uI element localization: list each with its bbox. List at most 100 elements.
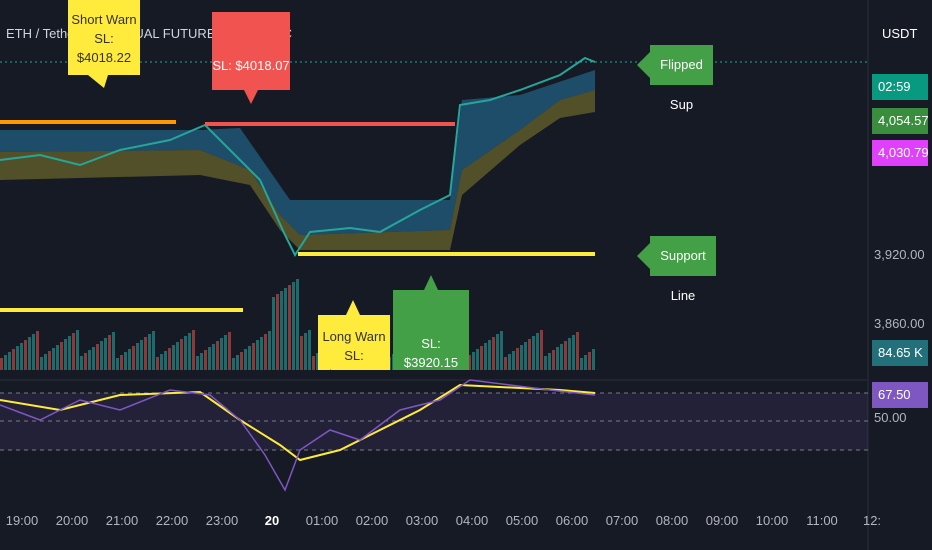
volume-bar	[244, 349, 247, 370]
time-tick: 20:00	[55, 513, 89, 528]
volume-bar	[104, 338, 107, 370]
volume-bar	[48, 351, 51, 370]
volume-bar	[64, 339, 67, 370]
time-tick: 01:00	[305, 513, 339, 528]
volume-bar	[36, 331, 39, 370]
volume-bar	[560, 344, 563, 370]
volume-bar	[480, 346, 483, 370]
volume-bar	[84, 353, 87, 370]
time-tick: 23:00	[205, 513, 239, 528]
volume-bar	[176, 342, 179, 370]
volume-bar	[192, 330, 195, 370]
volume-bar	[4, 355, 7, 370]
volume-bar	[584, 355, 587, 370]
volume-bar	[576, 332, 579, 370]
volume-bar	[108, 335, 111, 370]
volume-bar	[0, 358, 3, 370]
volume-bar	[156, 357, 159, 370]
time-tick: 11:00	[806, 513, 838, 528]
volume-bar	[148, 334, 151, 370]
volume-bar	[300, 336, 303, 370]
pointer	[424, 275, 438, 290]
volume-bar	[68, 336, 71, 370]
volume-bar	[28, 337, 31, 370]
volume-bar	[572, 335, 575, 370]
time-tick: 12:	[862, 513, 882, 528]
volume-bar	[32, 334, 35, 370]
flipped-label: Flipped Sup	[650, 45, 713, 112]
time-tick: 19:00	[5, 513, 39, 528]
volume-bar	[60, 342, 63, 370]
volume-bar	[16, 346, 19, 370]
volume-bar	[12, 349, 15, 370]
volume-bar	[564, 341, 567, 370]
volume-bar	[160, 354, 163, 370]
volume-bar	[168, 348, 171, 370]
volume-bar	[208, 347, 211, 370]
volume-bar	[276, 294, 279, 370]
volume-bar	[112, 332, 115, 370]
volume-bar	[184, 336, 187, 370]
volume-bar	[544, 356, 547, 370]
volume-bar	[72, 333, 75, 370]
volume-bar	[548, 353, 551, 370]
time-tick: 04:00	[455, 513, 489, 528]
volume-bar	[592, 349, 595, 370]
volume-bar	[268, 331, 271, 370]
volume-bar	[228, 332, 231, 370]
volume-bar	[504, 357, 507, 370]
short-signal-label: SL: $4018.07	[212, 12, 290, 90]
volume-bar	[508, 354, 511, 370]
last-price: 4,054.57	[872, 108, 929, 134]
volume-bar	[124, 352, 127, 370]
volume-bar	[512, 351, 515, 370]
volume-bar	[140, 340, 143, 370]
volume-bar	[484, 343, 487, 370]
time-tick: 22:00	[155, 513, 189, 528]
volume-bar	[8, 352, 11, 370]
volume-bar	[116, 358, 119, 370]
stop-loss: SL: $3915.65	[327, 348, 381, 370]
volume-bar	[80, 356, 83, 370]
volume-bar	[100, 341, 103, 370]
volume-bar	[280, 291, 283, 370]
stop-loss: SL: $3920.15	[403, 336, 459, 370]
volume-bar	[516, 348, 519, 370]
volume-bar	[476, 349, 479, 370]
volume-bar	[128, 349, 131, 370]
volume-bar	[552, 350, 555, 370]
pointer	[244, 90, 258, 104]
volume-bar	[292, 282, 295, 370]
time-tick: 08:00	[655, 513, 689, 528]
volume-bar	[236, 355, 239, 370]
volume-bar	[132, 346, 135, 370]
currency[interactable]: USDT	[882, 26, 918, 41]
rsi-tick: 50.00	[874, 410, 907, 425]
volume-bar	[172, 345, 175, 370]
volume-bar	[496, 334, 499, 370]
time-tick: 05:00	[505, 513, 539, 528]
indicator-price: 4,030.79	[872, 140, 929, 166]
volume-bar	[288, 285, 291, 370]
time-tick: 06:00	[555, 513, 589, 528]
volume-bar	[204, 350, 207, 370]
volume-bar	[200, 353, 203, 370]
volume-bar	[92, 347, 95, 370]
volume-bar	[224, 335, 227, 370]
volume-bar	[164, 351, 167, 370]
volume-bar	[556, 347, 559, 370]
stop-loss: SL: $4018.07	[212, 58, 290, 73]
volume-bar	[20, 343, 23, 370]
rsi-line	[0, 379, 596, 492]
pointer	[346, 300, 360, 315]
volume-badge: 84.65 K	[872, 340, 928, 366]
volume-bar	[240, 352, 243, 370]
volume-bar	[232, 358, 235, 370]
time-tick: 03:00	[405, 513, 439, 528]
short-warn-label: Short Warn SL: $4018.22	[68, 0, 140, 75]
cloud-upper	[0, 70, 595, 235]
volume-bar	[188, 333, 191, 370]
volume-bar	[528, 339, 531, 370]
